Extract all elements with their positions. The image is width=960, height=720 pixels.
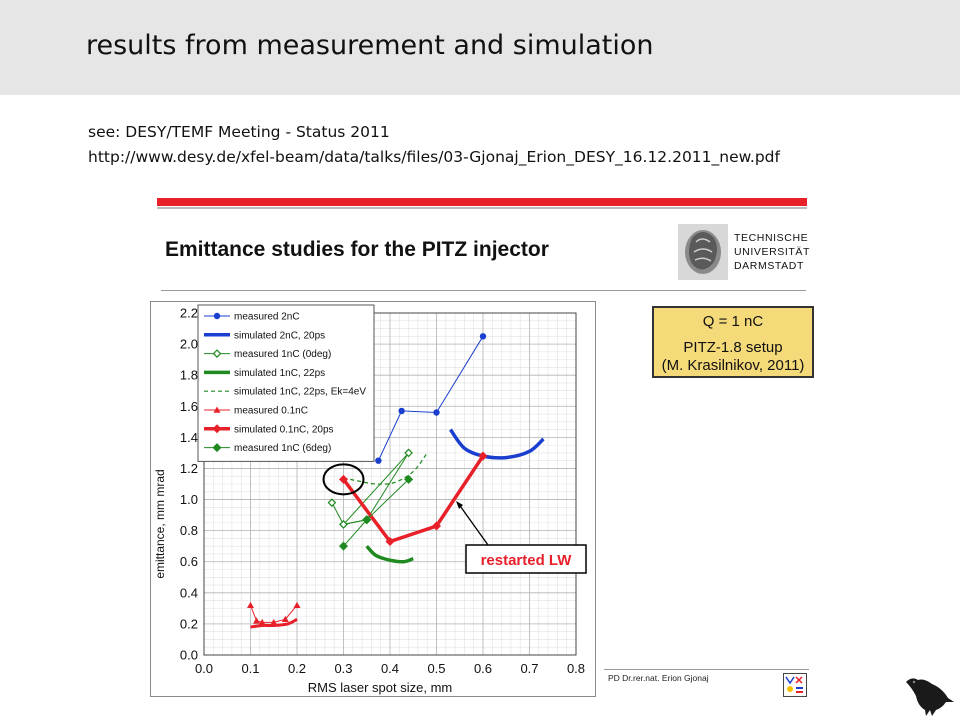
x-tick-label: 0.8 — [567, 661, 585, 676]
data-point — [432, 521, 441, 531]
series-line-1 — [449, 428, 545, 460]
data-point — [258, 618, 266, 626]
emittance-chart: 0.0 0.1 0.2 0.3 0.4 0.5 0.6 0.7 0.8 0.0 0.2 0.4 0.6 0… — [150, 301, 596, 697]
legend-marker — [212, 424, 222, 434]
reference-url: http://www.desy.de/xfel-beam/data/talks/… — [88, 148, 780, 166]
data-point — [293, 601, 301, 609]
data-point — [404, 474, 414, 484]
info-setup: PITZ-1.8 setup — [683, 339, 783, 356]
legend-label: measured 1nC (6deg) — [234, 443, 331, 454]
x-tick-label: 0.4 — [381, 661, 399, 676]
data-point — [270, 618, 278, 626]
annotation-arrow — [457, 502, 489, 546]
y-tick-label: 0.4 — [180, 585, 198, 600]
legend-marker — [212, 349, 222, 358]
annotation-label: restarted LW — [481, 552, 573, 569]
data-point — [478, 451, 488, 461]
logo-line-2: UNIVERSITÄT — [734, 246, 810, 258]
footer-divider — [604, 669, 809, 670]
logo-line-3: DARMSTADT — [734, 260, 804, 272]
y-tick-label: 2.0 — [180, 337, 198, 352]
annotation-arrowhead — [456, 501, 463, 509]
info-charge: Q = 1 nC — [702, 313, 764, 330]
legend-label: measured 1nC (0deg) — [234, 349, 331, 360]
data-point — [375, 457, 382, 464]
info-box: Q = 1 nC PITZ-1.8 setup (M. Krasilnikov,… — [652, 306, 814, 378]
series-line-6 — [342, 455, 485, 544]
y-tick-label: 0.8 — [180, 523, 198, 538]
segment-measured — [366, 452, 410, 521]
y-tick-label: 1.8 — [180, 368, 198, 383]
embedded-red-bar — [157, 198, 807, 206]
data-point — [327, 498, 337, 508]
reference-line: see: DESY/TEMF Meeting - Status 2011 — [88, 123, 390, 141]
y-tick-label: 2.2 — [180, 306, 198, 321]
raven-icon — [906, 678, 954, 716]
data-point — [385, 537, 395, 547]
y-tick-label: 1.0 — [180, 492, 198, 507]
data-point — [398, 407, 405, 415]
series-line-5 — [250, 604, 298, 623]
logo-line-1: TECHNISCHE — [734, 232, 808, 244]
curve-simulated-low — [250, 617, 298, 629]
series-line-3 — [365, 544, 414, 564]
legend-label: simulated 0.1nC, 20ps — [234, 424, 334, 435]
annotation-box — [465, 544, 587, 574]
legend-marker — [213, 406, 221, 413]
legend-label: measured 0.1nC — [234, 406, 308, 417]
chart-svg: 0.0 0.1 0.2 0.3 0.4 0.5 0.6 0.7 0.8 0.0 0.2 0.4 0.6 0… — [150, 301, 596, 697]
highlight-ellipse — [322, 463, 365, 496]
y-axis-label: emittance, mm mrad — [153, 469, 167, 578]
data-point — [339, 541, 348, 551]
y-tick-label: 0.6 — [180, 554, 198, 569]
embedded-divider — [161, 290, 806, 291]
x-tick-label: 0.0 — [195, 661, 213, 676]
x-tick-label: 0.3 — [334, 661, 352, 676]
x-tick-label: 0.2 — [288, 661, 306, 676]
legend-marker — [212, 443, 222, 453]
x-tick-label: 0.1 — [241, 661, 259, 676]
series-line-0 — [377, 336, 484, 461]
x-tick-label: 0.5 — [427, 661, 445, 676]
y-tick-label: 0.0 — [180, 648, 198, 663]
x-tick-label: 0.6 — [474, 661, 492, 676]
x-axis-label: RMS laser spot size, mm — [308, 680, 452, 695]
data-point — [339, 474, 348, 484]
embedded-gray-bar — [157, 207, 807, 209]
footer-author: PD Dr.rer.nat. Erion Gjonaj — [608, 673, 709, 683]
data-point — [247, 601, 254, 609]
legend-label: simulated 1nC, 22ps — [234, 368, 325, 379]
slide-header — [0, 0, 960, 95]
data-point — [281, 615, 289, 623]
embedded-title: Emittance studies for the PITZ injector — [165, 238, 549, 261]
data-point — [479, 333, 487, 340]
series-line-4 — [343, 452, 428, 485]
data-point — [362, 515, 372, 525]
y-tick-label: 1.6 — [180, 399, 198, 414]
info-source: (M. Krasilnikov, 2011) — [661, 357, 805, 374]
legend-label: measured 2nC — [234, 312, 300, 323]
data-point — [339, 520, 348, 529]
data-point — [404, 448, 413, 458]
data-point — [433, 409, 440, 416]
legend-marker — [213, 312, 221, 320]
y-tick-label: 1.4 — [180, 430, 198, 445]
legend-label: simulated 2nC, 20ps — [234, 330, 325, 341]
tu-darmstadt-logo: TECHNISCHE UNIVERSITÄT DARMSTADT — [678, 224, 810, 280]
y-tick-label: 0.2 — [180, 616, 198, 631]
slide-title: results from measurement and simulation — [86, 30, 654, 61]
y-tick-label: 1.2 — [180, 461, 198, 476]
x-tick-label: 0.7 — [520, 661, 538, 676]
institute-logo-icon — [783, 673, 807, 697]
legend-label: simulated 1nC, 22ps, Ek=4eV — [234, 387, 366, 398]
data-point — [253, 617, 261, 624]
legend-box — [197, 304, 375, 462]
plot-area — [203, 312, 577, 656]
